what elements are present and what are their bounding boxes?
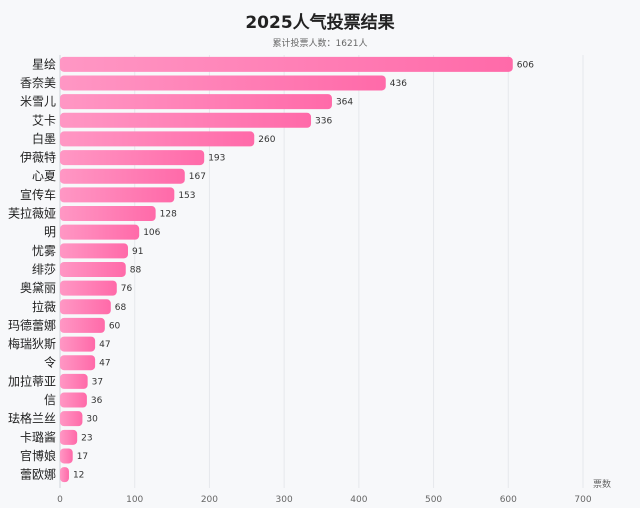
- category-label: 玛德蕾娜: [8, 317, 56, 332]
- value-label: 436: [390, 79, 407, 89]
- x-tick-label: 600: [500, 495, 517, 505]
- value-label: 12: [73, 471, 84, 481]
- category-label: 信: [44, 393, 56, 407]
- bar: [60, 94, 332, 110]
- value-label: 167: [189, 172, 206, 182]
- bar: [60, 224, 140, 240]
- value-label: 47: [99, 340, 110, 350]
- category-label: 香奈美: [20, 76, 56, 90]
- x-tick-label: 0: [57, 495, 63, 505]
- value-label: 68: [115, 303, 127, 313]
- category-label: 伊薇特: [20, 150, 56, 165]
- value-label: 23: [81, 433, 92, 443]
- bar: [60, 355, 96, 371]
- value-label: 36: [91, 396, 103, 406]
- value-label: 47: [99, 359, 110, 369]
- value-label: 153: [178, 191, 195, 201]
- x-tick-label: 300: [276, 495, 293, 505]
- bar: [60, 336, 96, 352]
- category-label: 明: [44, 225, 56, 239]
- x-axis-ticks: 0 100 200 300 400 500 600 700: [57, 495, 592, 505]
- bar: [60, 373, 88, 389]
- bar: [60, 411, 83, 427]
- value-label: 106: [143, 228, 160, 238]
- bar: [60, 168, 185, 184]
- category-label: 加拉蒂亚: [8, 373, 56, 388]
- bar: [60, 75, 386, 91]
- bar: [60, 299, 111, 315]
- bar: [60, 243, 128, 259]
- bar: [60, 131, 255, 147]
- category-label: 奥黛丽: [20, 281, 56, 295]
- bar: [60, 317, 105, 333]
- bar: [60, 280, 117, 296]
- value-label: 37: [92, 377, 103, 387]
- bar: [60, 56, 513, 72]
- category-label: 拉薇: [32, 299, 56, 314]
- bar: [60, 112, 312, 128]
- x-tick-label: 100: [126, 495, 143, 505]
- value-label: 336: [315, 116, 332, 126]
- bar: [60, 187, 175, 203]
- category-label: 绯莎: [32, 262, 56, 276]
- bars: [60, 56, 513, 483]
- bar: [60, 206, 156, 222]
- x-tick-label: 200: [201, 495, 218, 505]
- x-tick-label: 500: [425, 495, 442, 505]
- value-label: 364: [336, 98, 353, 108]
- category-label: 艾卡: [32, 113, 56, 127]
- value-label: 88: [130, 265, 142, 275]
- category-label: 珐格兰丝: [8, 411, 56, 426]
- category-label: 令: [44, 355, 56, 370]
- bar: [60, 467, 69, 483]
- bar: [60, 448, 73, 464]
- value-label: 128: [160, 210, 177, 220]
- value-label: 17: [77, 452, 88, 462]
- bar: [60, 429, 78, 445]
- category-label: 宣传车: [20, 187, 56, 202]
- category-label: 星绘: [32, 56, 56, 71]
- value-label: 260: [258, 135, 275, 145]
- category-label: 梅瑞狄斯: [8, 336, 56, 351]
- chart-title: 2025人气投票结果: [245, 12, 394, 33]
- x-tick-label: 700: [574, 495, 591, 505]
- category-label: 芙拉薇娅: [8, 206, 56, 221]
- category-label: 蕾欧娜: [20, 468, 56, 482]
- category-label: 官博娘: [20, 448, 56, 463]
- category-label: 米雪儿: [20, 95, 56, 109]
- value-label: 91: [132, 247, 143, 257]
- value-label: 30: [86, 415, 98, 425]
- category-labels: 星绘香奈美米雪儿艾卡白墨伊薇特心夏宣传车芙拉薇娅明忧雾绯莎奥黛丽拉薇玛德蕾娜梅瑞…: [8, 56, 56, 481]
- x-tick-label: 400: [350, 495, 367, 505]
- value-label: 193: [208, 154, 225, 164]
- chart-subtitle: 累计投票人数：1621人: [273, 37, 368, 49]
- bar: [60, 150, 205, 166]
- value-label: 76: [121, 284, 133, 294]
- bar: [60, 261, 126, 277]
- bar: [60, 392, 87, 408]
- category-label: 白墨: [32, 131, 56, 146]
- category-label: 心夏: [32, 169, 56, 183]
- category-label: 卡璐酱: [20, 429, 56, 444]
- category-label: 忧雾: [32, 244, 56, 258]
- value-label: 606: [517, 60, 534, 70]
- value-label: 60: [109, 321, 121, 331]
- x-axis-label: 票数: [593, 478, 611, 490]
